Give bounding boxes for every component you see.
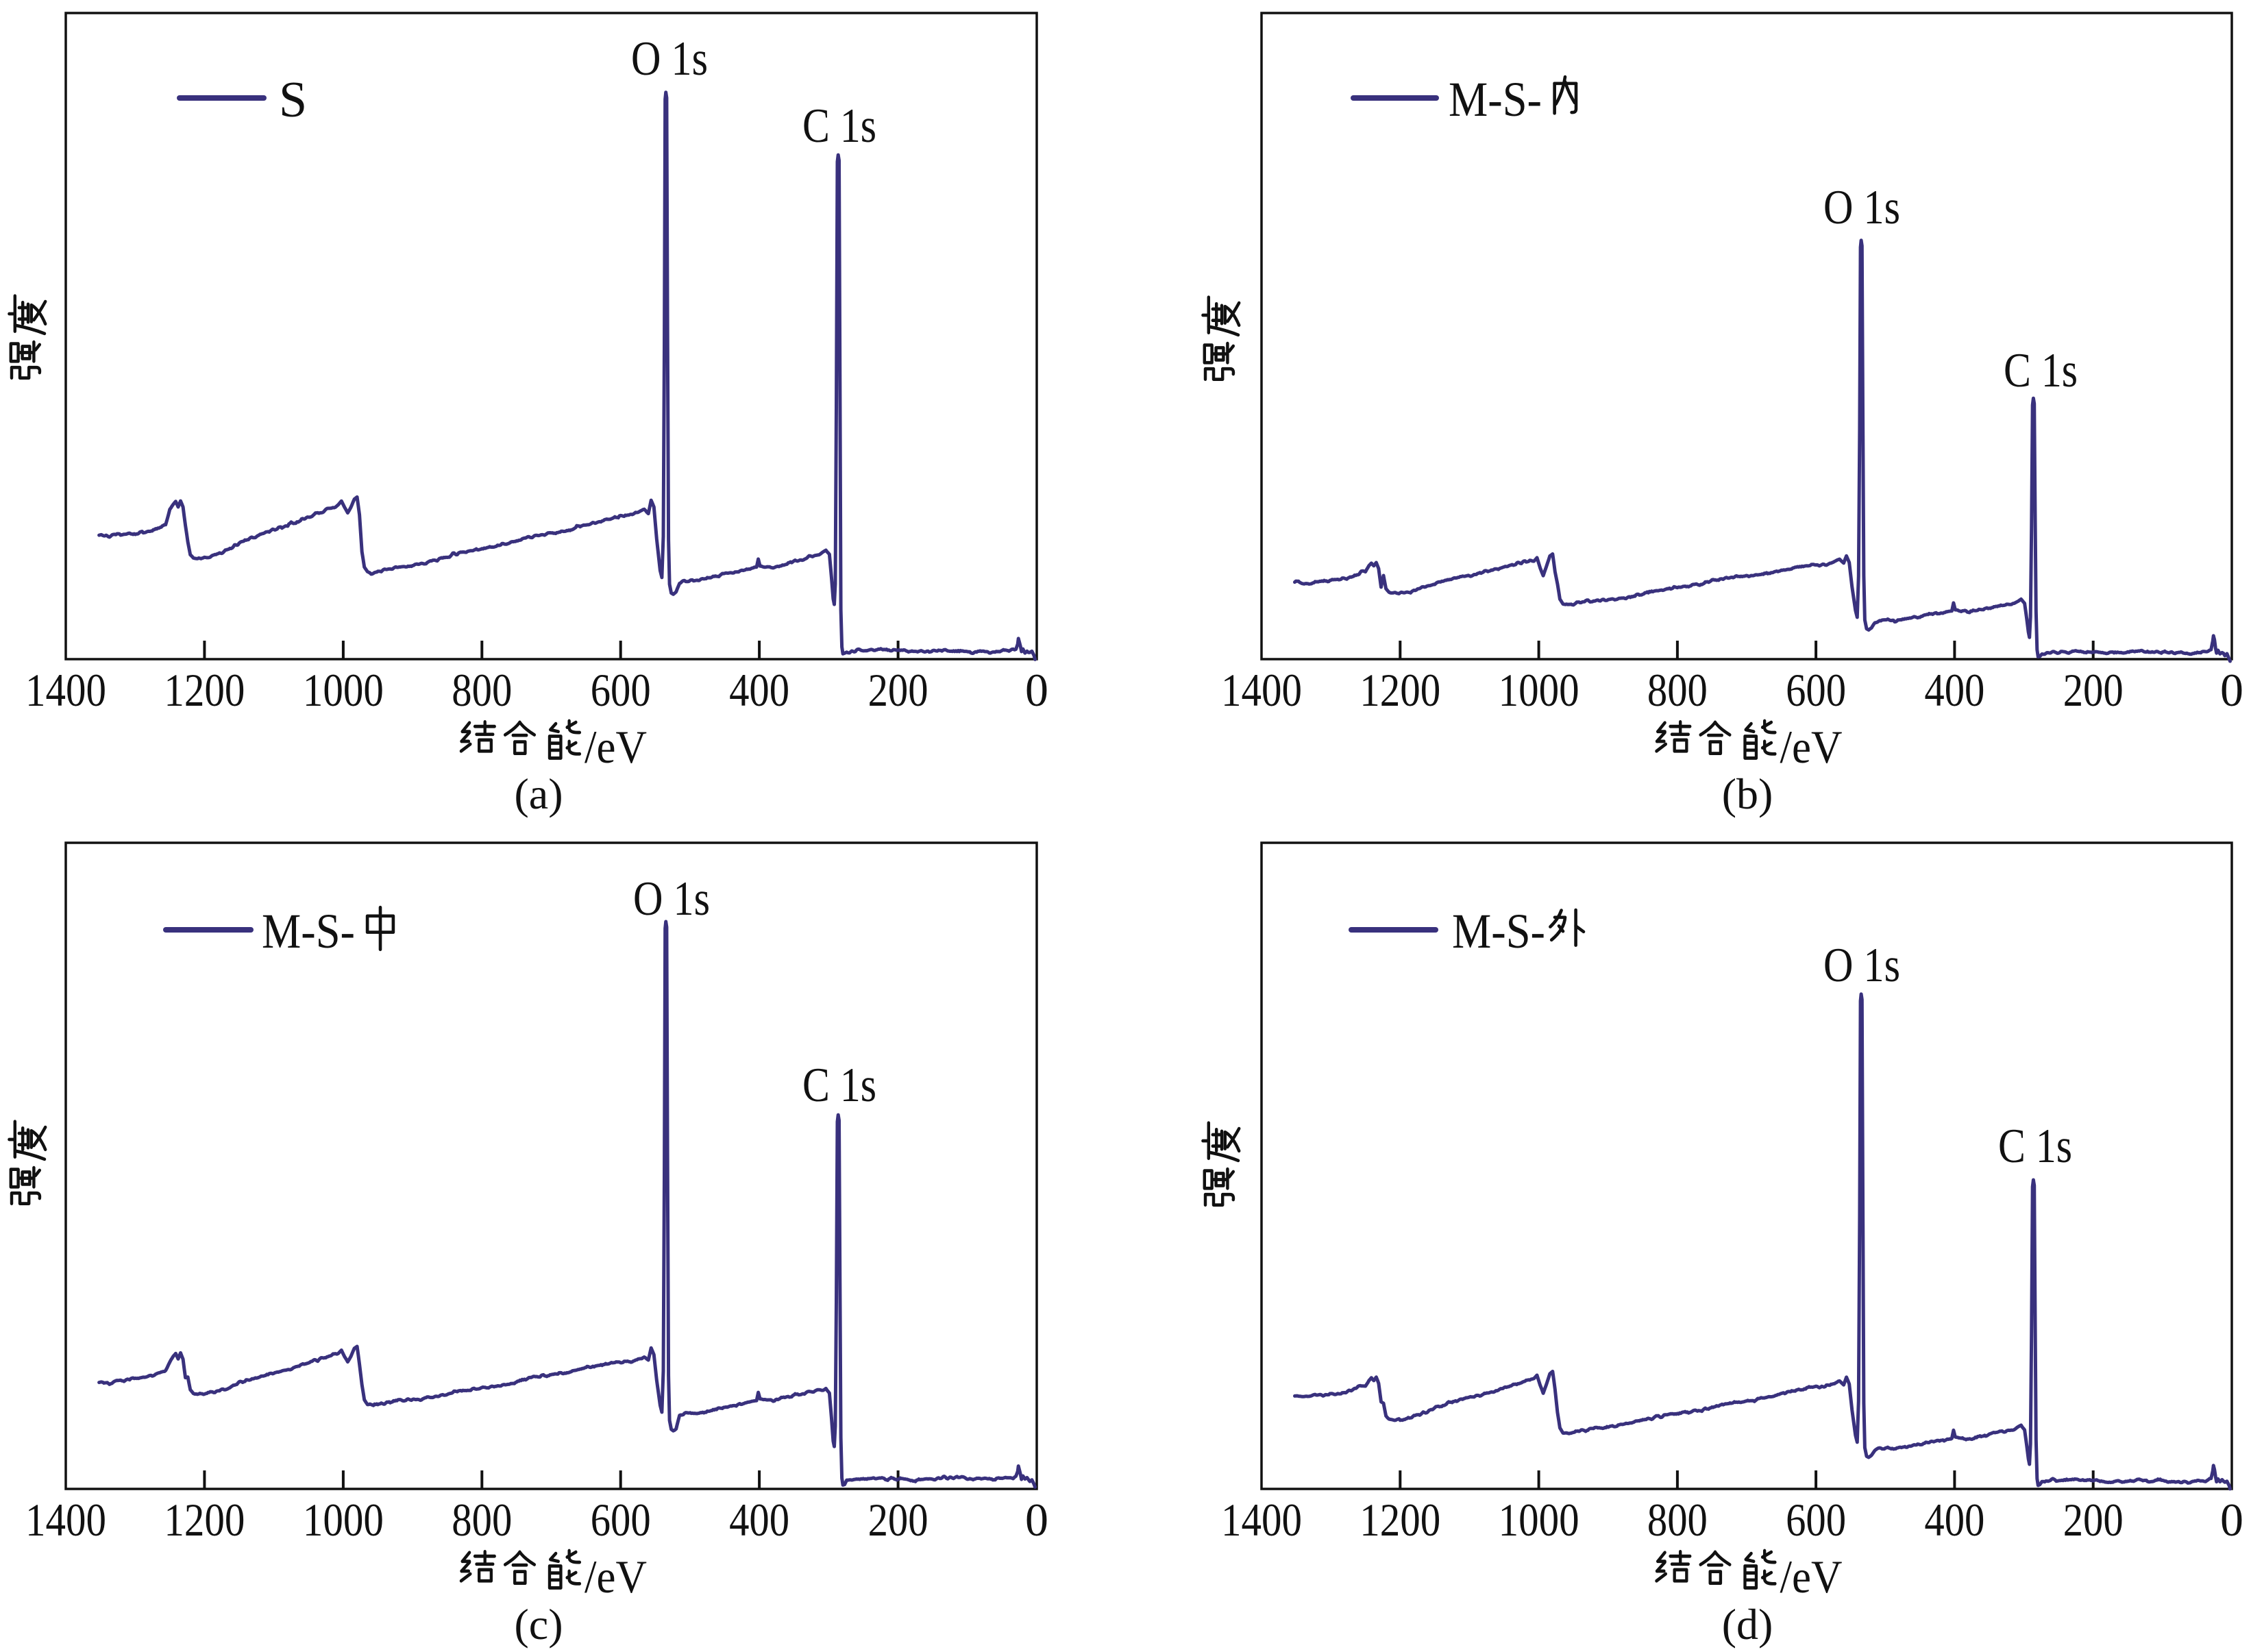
svg-text:/eV: /eV: [585, 1551, 647, 1603]
svg-text:/eV: /eV: [585, 721, 647, 773]
svg-text:1200: 1200: [1360, 664, 1440, 716]
svg-text:600: 600: [591, 1494, 651, 1546]
svg-text:1400: 1400: [25, 664, 106, 716]
svg-text:(c): (c): [514, 1600, 563, 1649]
svg-text:C 1s: C 1s: [2004, 344, 2078, 397]
svg-text:800: 800: [452, 1494, 512, 1546]
svg-text:(a): (a): [514, 769, 563, 818]
svg-text:0: 0: [2220, 664, 2243, 716]
svg-text:1200: 1200: [164, 1494, 245, 1546]
svg-text:600: 600: [591, 664, 651, 716]
svg-text:600: 600: [1786, 664, 1846, 716]
svg-text:1000: 1000: [1499, 664, 1579, 716]
svg-text:1200: 1200: [1360, 1494, 1440, 1546]
svg-text:O 1s: O 1s: [633, 872, 710, 926]
svg-text:0: 0: [2220, 1494, 2243, 1546]
svg-text:400: 400: [1924, 664, 1984, 716]
svg-text:1400: 1400: [1221, 664, 1302, 716]
svg-text:O 1s: O 1s: [631, 32, 708, 86]
svg-text:200: 200: [868, 664, 928, 716]
svg-text:200: 200: [2063, 1494, 2124, 1546]
svg-text:200: 200: [868, 1494, 928, 1546]
svg-text:C 1s: C 1s: [802, 1059, 876, 1112]
svg-text:800: 800: [1647, 664, 1708, 716]
svg-text:M-S-: M-S-: [1449, 72, 1542, 127]
svg-text:(d): (d): [1722, 1600, 1773, 1649]
svg-text:1000: 1000: [1499, 1494, 1579, 1546]
svg-text:1400: 1400: [25, 1494, 106, 1546]
svg-text:400: 400: [1924, 1494, 1984, 1546]
svg-text:800: 800: [1647, 1494, 1708, 1546]
svg-text:0: 0: [1025, 664, 1048, 716]
svg-text:M-S-: M-S-: [262, 904, 355, 959]
svg-text:400: 400: [729, 1494, 789, 1546]
svg-text:S: S: [279, 72, 307, 128]
svg-text:0: 0: [1025, 1494, 1048, 1546]
svg-text:/eV: /eV: [1780, 1551, 1843, 1603]
svg-text:C 1s: C 1s: [1998, 1120, 2072, 1173]
svg-text:/eV: /eV: [1780, 721, 1843, 773]
svg-text:1000: 1000: [303, 1494, 384, 1546]
svg-text:1200: 1200: [164, 664, 245, 716]
svg-text:(b): (b): [1722, 769, 1773, 818]
svg-text:M-S-: M-S-: [1452, 904, 1545, 959]
svg-text:1400: 1400: [1221, 1494, 1302, 1546]
svg-text:200: 200: [2063, 664, 2124, 716]
svg-text:C 1s: C 1s: [802, 99, 876, 153]
svg-text:800: 800: [452, 664, 512, 716]
svg-text:O 1s: O 1s: [1823, 181, 1900, 234]
svg-text:O 1s: O 1s: [1823, 939, 1900, 992]
svg-text:400: 400: [729, 664, 789, 716]
svg-text:1000: 1000: [303, 664, 384, 716]
svg-text:600: 600: [1786, 1494, 1846, 1546]
